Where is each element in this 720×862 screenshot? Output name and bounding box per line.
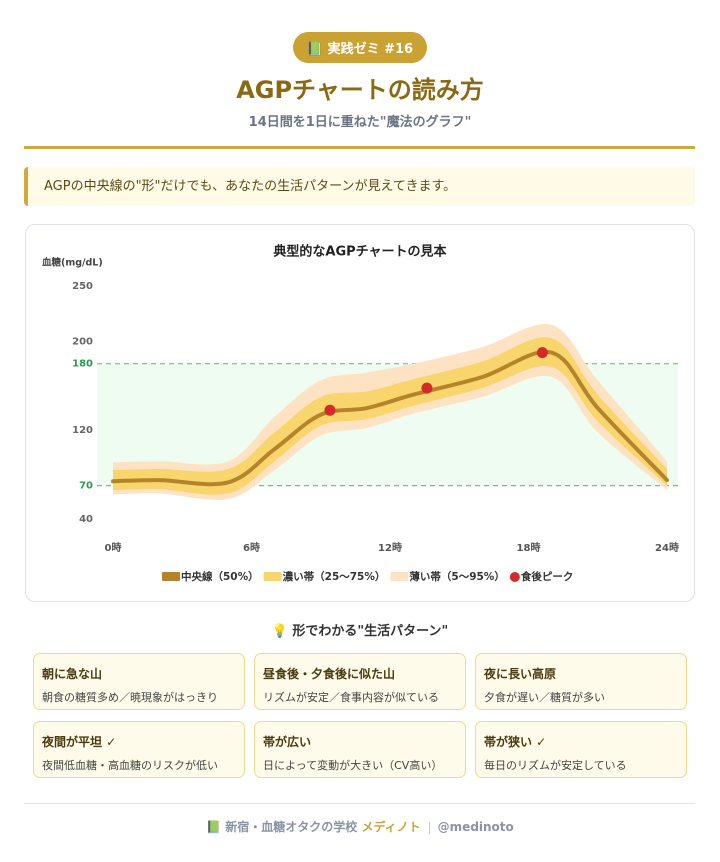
card-title: 帯が狭い ✓ <box>484 735 547 749</box>
legend-label: 中央線（50%） <box>181 570 259 583</box>
badge: 📗 実践ゼミ #16 <box>0 32 720 63</box>
pattern-card: 帯が狭い ✓ 毎日のリズムが安定している <box>475 721 687 778</box>
y-axis-label: 血糖(mg/dL) <box>42 257 103 269</box>
card-text: 毎日のリズムが安定している <box>484 759 627 772</box>
divider <box>24 146 695 149</box>
legend-label: 濃い帯（25〜75%） <box>283 570 386 583</box>
x-tick-label: 0時 <box>105 541 122 554</box>
card-title: 夜に長い高原 <box>484 667 557 681</box>
legend-label: 薄い帯（5〜95%） <box>409 570 504 583</box>
pattern-card: 夜に長い高原夕食が遅い／糖質が多い <box>475 653 687 710</box>
card-text: 日によって変動が大きい（CV高い） <box>263 759 443 772</box>
page-title: AGPチャートの読み方 <box>236 76 484 104</box>
x-tick-label: 24時 <box>655 541 679 554</box>
footer: 📗 新宿・血糖オタクの学校 メディノト @medinoto <box>0 818 720 835</box>
card-text: リズムが安定／食事内容が似ている <box>263 691 439 704</box>
legend-swatch <box>390 572 409 581</box>
footer-school: 📗 新宿・血糖オタクの学校 <box>206 820 358 834</box>
card-text: 夕食が遅い／糖質が多い <box>484 691 605 704</box>
peak-marker <box>421 382 433 394</box>
footer-brand: メディノト <box>361 820 421 834</box>
callout: AGPの中央線の"形"だけでも、あなたの生活パターンが見えてきます。 <box>24 167 695 206</box>
y-tick-label: 70 <box>79 481 93 492</box>
card-title: 夜間が平坦 ✓ <box>42 735 117 749</box>
pattern-card: 昼食後・夕食後に似た山リズムが安定／食事内容が似ている <box>254 653 466 710</box>
x-tick-label: 6時 <box>243 541 260 554</box>
card-title: 帯が広い <box>263 735 312 749</box>
y-tick-label: 120 <box>72 425 93 436</box>
chart: 典型的なAGPチャートの見本 血糖(mg/dL) 40 70 120 180 200 25… <box>42 244 679 584</box>
pattern-card: 朝に急な山朝食の糖質多め／暁現象がはっきり <box>33 653 245 710</box>
separator <box>428 821 430 834</box>
patterns-title: 💡 形でわかる"生活パターン" <box>271 624 449 639</box>
y-tick-label: 180 <box>72 359 93 370</box>
pattern-card: 夜間が平坦 ✓ 夜間低血糖・高血糖のリスクが低い <box>33 721 245 778</box>
chart-title: 典型的なAGPチャートの見本 <box>273 244 446 260</box>
legend-swatch <box>509 572 520 582</box>
legend-swatch <box>162 572 180 581</box>
card-title: 昼食後・夕食後に似た山 <box>263 667 396 681</box>
x-tick-label: 18時 <box>517 541 541 554</box>
legend-swatch <box>263 572 282 581</box>
peak-marker <box>324 404 336 416</box>
footer-divider <box>24 803 695 804</box>
peak-marker <box>536 347 548 359</box>
x-tick-label: 12時 <box>378 541 402 554</box>
y-tick-label: 200 <box>72 337 93 348</box>
legend-label: 食後ピーク <box>520 570 574 583</box>
y-tick-label: 250 <box>72 281 93 292</box>
badge-text: 📗 実践ゼミ #16 <box>292 32 428 63</box>
median-line <box>111 349 669 487</box>
subtitle: 14日間を1日に重ねた"魔法のグラフ" <box>248 115 472 130</box>
pattern-card: 帯が広い日によって変動が大きい（CV高い） <box>254 721 466 778</box>
card-text: 夜間低血糖・高血糖のリスクが低い <box>42 759 218 772</box>
chart-card: 典型的なAGPチャートの見本 血糖(mg/dL) 40 70 120 180 200 25… <box>25 224 695 602</box>
y-tick-label: 40 <box>79 514 93 525</box>
card-title: 朝に急な山 <box>42 667 103 681</box>
card-text: 朝食の糖質多め／暁現象がはっきり <box>42 691 218 704</box>
footer-handle: @medinoto <box>437 820 514 834</box>
band <box>113 337 667 495</box>
